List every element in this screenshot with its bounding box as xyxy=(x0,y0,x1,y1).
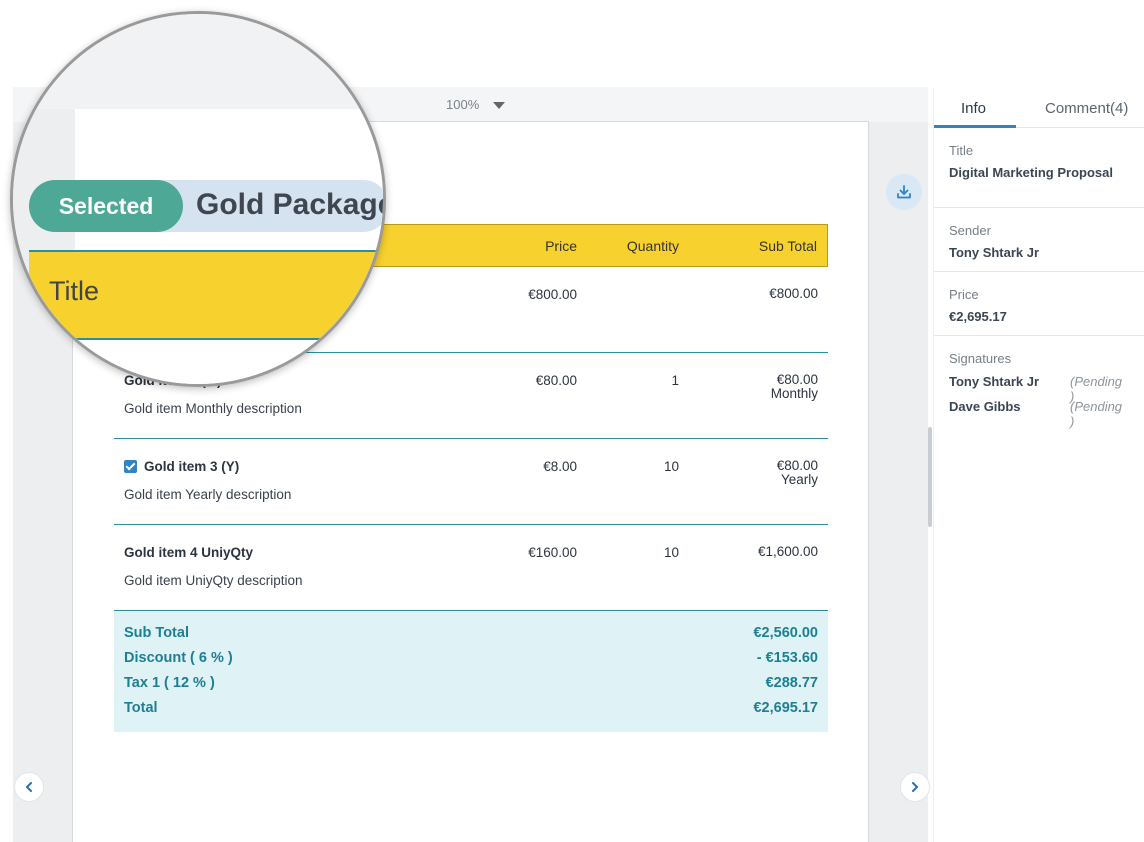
signatures-section: Signatures Tony Shtark Jr (Pending ) Dav… xyxy=(934,336,1144,429)
chevron-right-icon xyxy=(912,782,919,792)
total-label: Total xyxy=(124,700,158,716)
scrollbar[interactable] xyxy=(928,427,932,527)
price-cell: €80.00 xyxy=(535,373,577,388)
download-icon xyxy=(897,185,911,199)
magnified-margin xyxy=(13,109,75,384)
magnified-page xyxy=(75,109,383,384)
tab-comment[interactable]: Comment(4) xyxy=(1045,100,1129,117)
signer-name: Tony Shtark Jr xyxy=(949,374,1040,389)
totals-block: Sub Total €2,560.00 Discount ( 6 % ) - €… xyxy=(114,611,828,732)
chevron-left-icon xyxy=(25,782,32,792)
discount-row: Discount ( 6 % ) - €153.60 xyxy=(124,650,818,670)
previous-page-button[interactable] xyxy=(14,772,44,802)
subtotal-cell: €1,600.00 xyxy=(757,544,818,559)
title-label: Title xyxy=(949,143,974,158)
subtotal-value: €80.00 xyxy=(776,372,818,387)
signature-row: Dave Gibbs (Pending ) xyxy=(949,399,1129,429)
quantity-cell: 1 xyxy=(671,373,679,388)
table-row: Gold item 2 (M) Gold item Monthly descri… xyxy=(114,353,828,439)
subtotal-cell: €80.00 Yearly xyxy=(777,459,818,487)
signature-status: (Pending ) xyxy=(1070,399,1123,429)
magnified-toolbar xyxy=(13,14,383,109)
package-name: Gold Package xyxy=(196,188,386,221)
table-row: Gold item 4 UniyQty Gold item UniyQty de… xyxy=(114,525,828,611)
total-value: €2,695.17 xyxy=(753,700,818,716)
magnifier-lens: Selected Gold Package Title xyxy=(10,11,386,387)
signer-name: Dave Gibbs xyxy=(949,399,1021,414)
selected-badge[interactable]: Selected xyxy=(29,180,183,232)
billing-period: Monthly xyxy=(770,386,818,401)
item-name: Gold item 3 (Y) xyxy=(144,459,240,474)
billing-period: Yearly xyxy=(780,472,818,487)
tax-row: Tax 1 ( 12 % ) €288.77 xyxy=(124,675,818,695)
subtotal-value: €2,560.00 xyxy=(753,625,818,641)
total-row: Total €2,695.17 xyxy=(124,700,818,720)
item-checkbox[interactable] xyxy=(124,460,137,473)
signature-status: (Pending ) xyxy=(1070,374,1123,404)
item-name: Gold item 4 UniyQty xyxy=(124,545,254,560)
title-section: Title Digital Marketing Proposal xyxy=(934,128,1144,208)
price-value: €2,695.17 xyxy=(949,309,1007,324)
price-label: Price xyxy=(949,287,979,302)
tab-info[interactable]: Info xyxy=(961,100,987,117)
discount-label: Discount ( 6 % ) xyxy=(124,650,233,666)
quantity-cell: 10 xyxy=(663,459,679,474)
caret-down-icon[interactable] xyxy=(493,102,505,109)
quantity-cell: 10 xyxy=(663,545,679,560)
item-description: Gold item UniyQty description xyxy=(124,573,303,588)
price-cell: €800.00 xyxy=(528,287,577,302)
item-description: Gold item Monthly description xyxy=(124,401,302,416)
next-page-button[interactable] xyxy=(900,772,930,802)
item-name-cell: Gold item 3 (Y) xyxy=(124,459,239,474)
subtotal-cell: €80.00 Monthly xyxy=(771,373,818,401)
zoom-level[interactable]: 100% xyxy=(446,97,480,112)
title-value: Digital Marketing Proposal xyxy=(949,165,1113,180)
subtotal-value: €80.00 xyxy=(776,458,818,473)
title-column-header: Title xyxy=(49,276,100,306)
tax-value: €288.77 xyxy=(765,675,818,691)
price-header: Price xyxy=(545,238,577,254)
sender-section: Sender Tony Shtark Jr xyxy=(934,208,1144,272)
sender-value: Tony Shtark Jr xyxy=(949,245,1040,260)
subtotal-row: Sub Total €2,560.00 xyxy=(124,625,818,645)
subtotal-label: Sub Total xyxy=(124,625,189,641)
item-description: Gold item Yearly description xyxy=(124,487,292,502)
table-row: Gold item 3 (Y) Gold item Yearly descrip… xyxy=(114,439,828,525)
subtotal-header: Sub Total xyxy=(758,238,817,254)
panel-tabs: Info Comment(4) xyxy=(934,87,1144,128)
price-cell: €160.00 xyxy=(528,545,577,560)
subtotal-cell: €800.00 xyxy=(769,286,818,301)
magnified-table-header xyxy=(29,250,383,340)
quantity-header: Quantity xyxy=(626,238,679,254)
signatures-label: Signatures xyxy=(949,351,1012,366)
price-section: Price €2,695.17 xyxy=(934,272,1144,336)
active-tab-indicator xyxy=(934,125,1016,128)
discount-value: - €153.60 xyxy=(756,650,818,666)
sender-label: Sender xyxy=(949,223,991,238)
info-panel: Info Comment(4) Title Digital Marketing … xyxy=(933,87,1144,842)
download-button[interactable] xyxy=(886,174,922,210)
price-cell: €8.00 xyxy=(543,459,577,474)
signature-row: Tony Shtark Jr (Pending ) xyxy=(949,374,1129,404)
tax-label: Tax 1 ( 12 % ) xyxy=(124,675,215,691)
